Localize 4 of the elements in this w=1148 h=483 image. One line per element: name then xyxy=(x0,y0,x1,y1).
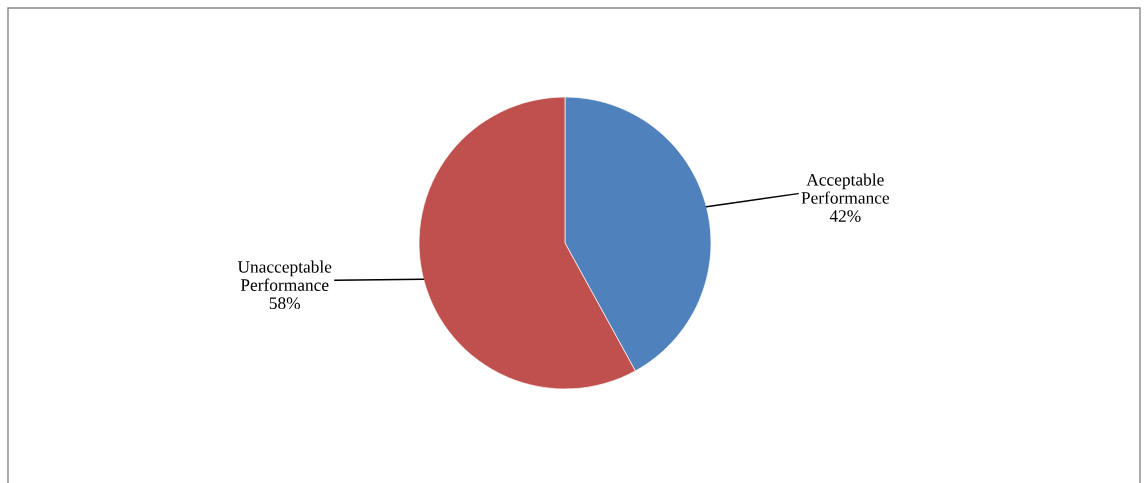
data-label: 58% xyxy=(269,297,301,310)
data-label: 42% xyxy=(829,210,861,222)
slice-label: Acceptable Performance xyxy=(801,173,890,204)
slice-label: Unacceptable Performance xyxy=(237,260,332,291)
